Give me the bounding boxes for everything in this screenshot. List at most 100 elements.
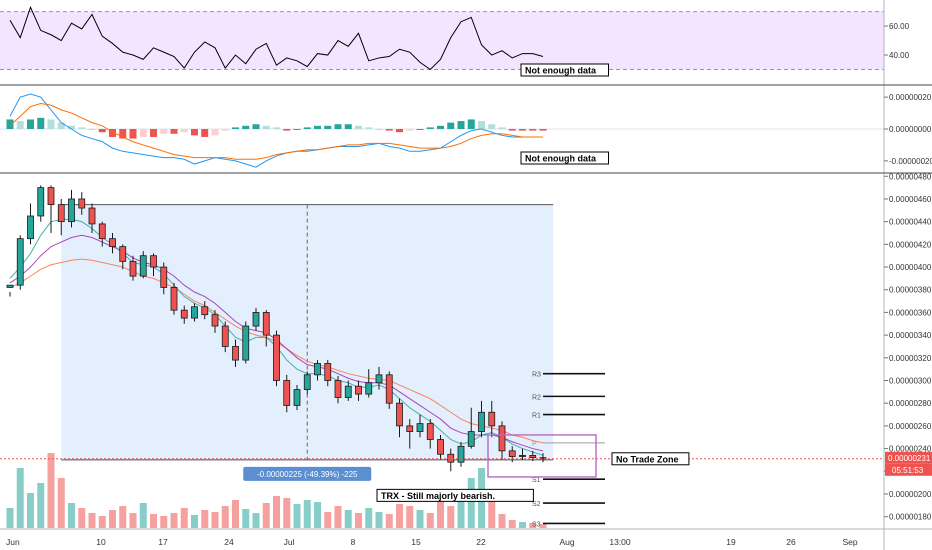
candle-body [88, 207, 96, 225]
candle [252, 307, 260, 331]
trx-note-text: TRX - Still majorly bearish. [381, 491, 495, 501]
macd-histogram-bar [180, 129, 188, 133]
candle-body [355, 385, 362, 395]
macd-histogram-bar [16, 121, 24, 129]
candle [283, 374, 291, 413]
price-tick-label: 0.00000400 [889, 263, 932, 272]
candle [457, 441, 465, 467]
price-tick-label: 0.00000260 [889, 422, 932, 431]
volume-bar [457, 498, 465, 528]
price-tick-label: 0.00000340 [889, 331, 932, 340]
volume-bar [426, 513, 434, 528]
candle [170, 282, 178, 315]
candle [160, 262, 168, 295]
candle [68, 189, 75, 228]
candle [262, 310, 270, 347]
candle-body [37, 187, 45, 217]
price-panel[interactable]: R3 R2 R1 P S1 S2 S3 No Trade Zone -0.00000225 (-… [0, 185, 884, 528]
candle-body [457, 445, 465, 463]
time-label: 8 [351, 537, 356, 547]
candle-body [519, 454, 526, 457]
countdown-value: 05:51:53 [892, 466, 924, 475]
price-tick-label: 0.00000240 [889, 445, 932, 454]
macd-histogram-bar [27, 119, 34, 129]
price-tick-label: 0.00000300 [889, 377, 932, 386]
candle [211, 310, 219, 333]
candle-body [150, 255, 157, 268]
volume-bar [447, 506, 455, 528]
macd-histogram-bar [88, 129, 96, 130]
rsi-tick-label: 60.00 [889, 22, 910, 31]
candle [37, 185, 45, 222]
candle [88, 203, 96, 233]
price-tick-label: 0.00000180 [889, 513, 932, 522]
macd-histogram-bar [355, 125, 362, 129]
candle-body [160, 266, 168, 288]
candle-body [426, 423, 434, 440]
candle-body [385, 374, 393, 404]
candle [139, 251, 147, 279]
candle-body [57, 204, 65, 223]
candle-body [344, 385, 352, 398]
price-tick-label: 0.00000420 [889, 240, 932, 249]
candle [437, 434, 444, 460]
volume-bar [365, 508, 373, 528]
time-label: Sep [842, 537, 857, 547]
macd-histogram-bar [457, 121, 465, 129]
volume-bar [262, 503, 270, 528]
macd-histogram-bar [478, 121, 485, 129]
macd-histogram-bar [170, 129, 178, 134]
volume-bar [211, 512, 219, 528]
macd-note-box [520, 151, 609, 165]
candle [78, 192, 86, 215]
volume-bar [375, 512, 383, 528]
volume-bar [47, 453, 55, 528]
candle [303, 371, 311, 395]
volume-bar [57, 478, 65, 528]
time-axis[interactable]: Jun 10 17 24 Jul 8 15 22 Aug 13:00 19 26 Sep [6, 537, 858, 547]
candle [16, 235, 24, 290]
volume-bar [27, 493, 34, 528]
volume-bar [406, 506, 414, 528]
volume-bar [303, 500, 311, 528]
volume-bar [109, 510, 116, 528]
candle-body [467, 431, 475, 447]
candle-body [539, 457, 547, 460]
volume-bar [519, 522, 526, 528]
candle [273, 330, 280, 387]
macd-histogram-bar [47, 119, 55, 129]
candle-body [221, 325, 229, 347]
candle [467, 407, 475, 449]
volume-bar [539, 524, 547, 528]
rsi-panel[interactable]: Not enough data [0, 5, 884, 77]
macd-histogram-bar [160, 129, 168, 134]
volume-bar [129, 513, 137, 528]
price-tick-label: 0.00000280 [889, 399, 932, 408]
candle-body [529, 454, 537, 459]
volume-bar [98, 516, 106, 528]
candle-body [416, 423, 424, 432]
trx-note: TRX - Still majorly bearish. [376, 488, 534, 502]
rsi-band [0, 11, 884, 70]
candle [6, 284, 14, 297]
macd-histogram-bar [447, 122, 455, 129]
candle [119, 244, 127, 270]
volume-bar [180, 508, 188, 528]
time-label: 13:00 [609, 537, 631, 547]
macd-histogram-bar [344, 124, 352, 129]
volume-bar [37, 483, 45, 528]
macd-panel[interactable]: Not enough data [0, 93, 884, 168]
volume-bar [283, 498, 291, 528]
candle [27, 203, 34, 245]
volume-bar [396, 504, 403, 528]
volume-bar [16, 468, 24, 528]
last-price-badge [885, 451, 932, 464]
candle-body [488, 411, 496, 427]
candle [529, 450, 537, 462]
candle [180, 305, 188, 324]
volume-bar [334, 506, 342, 528]
candle-body [447, 453, 455, 463]
price-tick-label: 0.00000200 [889, 490, 932, 499]
